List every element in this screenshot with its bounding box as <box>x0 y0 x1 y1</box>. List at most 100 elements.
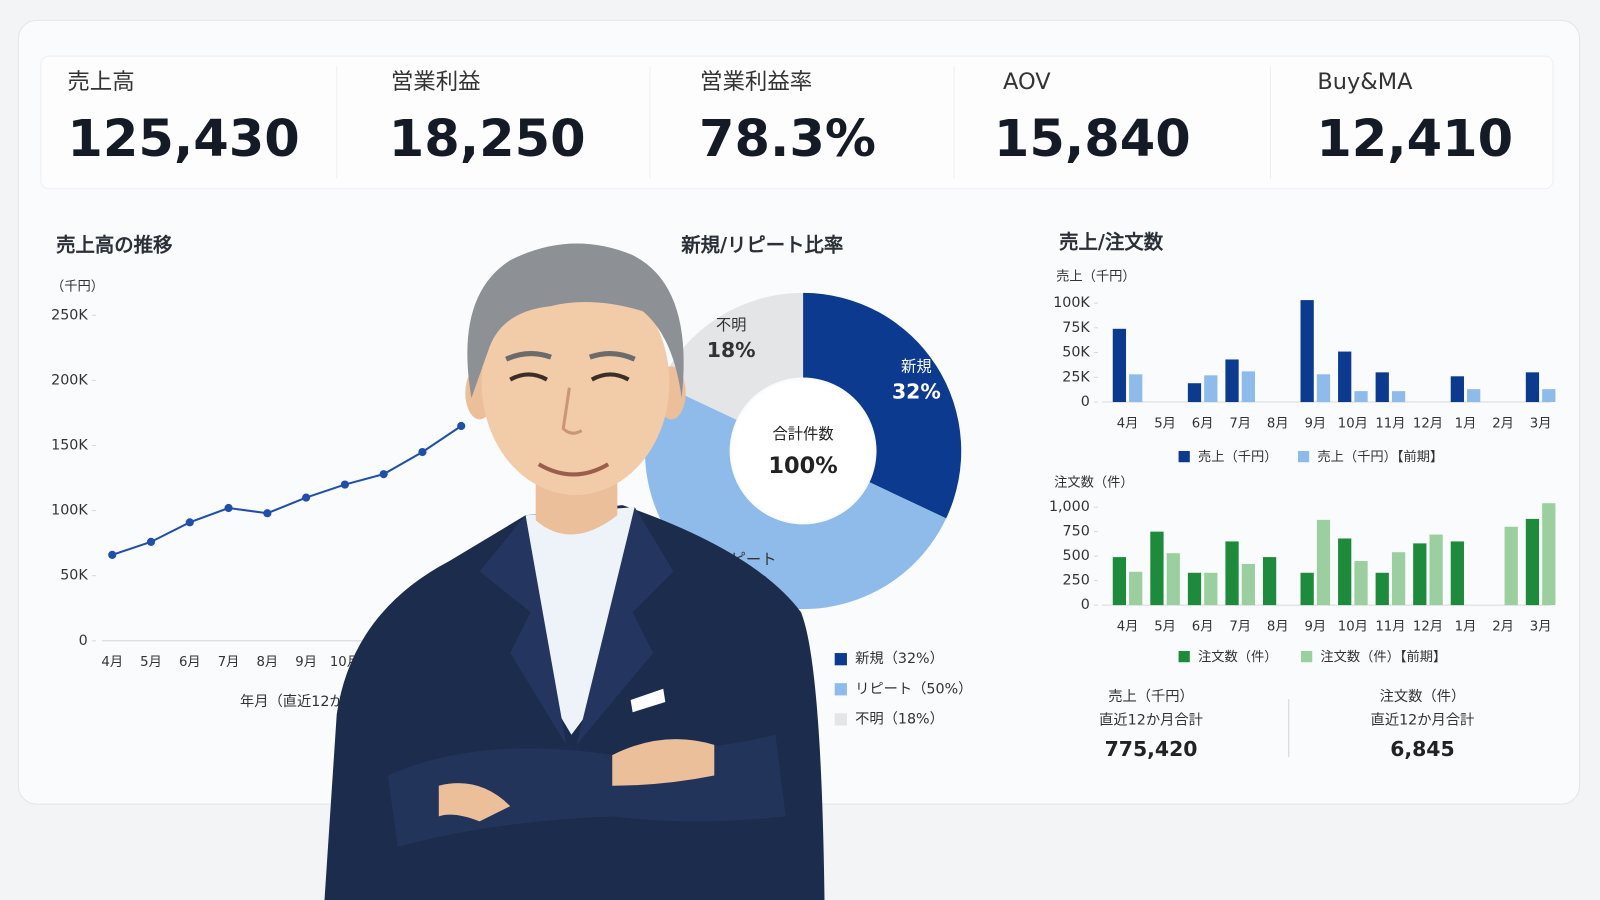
point <box>457 421 466 431</box>
legend-swatch <box>1178 451 1190 463</box>
y-tick-label: 100K <box>51 503 88 519</box>
bar <box>1354 561 1368 606</box>
segment-label: 不明 <box>716 316 747 334</box>
lapel <box>576 507 674 745</box>
legend-swatch <box>834 683 847 696</box>
brow <box>588 351 636 362</box>
bar <box>1204 375 1218 403</box>
x-tick-label: 5月 <box>1154 416 1176 431</box>
legend-label: 売上（千円） <box>1198 449 1278 465</box>
bar <box>1316 374 1331 403</box>
point <box>263 509 272 518</box>
y-tick-label: 50K <box>60 568 88 584</box>
face <box>481 270 670 495</box>
x-tick-label: 9月 <box>295 655 317 670</box>
x-tick-label: 2月 <box>1492 620 1514 635</box>
legend-swatch <box>1301 651 1313 663</box>
y-tick-label: 1,000 <box>1049 499 1090 515</box>
chart-title: 売上/注文数 <box>1059 230 1164 253</box>
y-tick-label: 0 <box>1081 597 1090 613</box>
kpi-value: 18,250 <box>389 110 586 169</box>
total-subtitle: 直近12か月合計 <box>1099 711 1203 728</box>
lapel <box>479 515 567 745</box>
bar <box>1316 519 1331 606</box>
kpi-label: Buy&MA <box>1317 69 1413 95</box>
chart-title: 売上高の推移 <box>56 233 173 256</box>
y-tick-label: 0 <box>79 633 88 649</box>
y-tick-label: 250 <box>1063 573 1090 589</box>
x-tick-label: 7月 <box>218 655 240 670</box>
donut-segment <box>803 292 962 519</box>
x-tick-label: 8月 <box>1267 416 1289 431</box>
x-tick-label: 6月 <box>179 655 201 670</box>
x-tick-label: 10月 <box>1338 416 1368 431</box>
y-tick-label: 750 <box>1063 524 1090 540</box>
bar <box>1413 543 1427 606</box>
point <box>302 493 311 502</box>
legend-swatch <box>834 653 847 666</box>
bar <box>1166 553 1180 606</box>
bar <box>1525 372 1540 403</box>
point <box>418 447 427 457</box>
x-tick-label: 6月 <box>1192 620 1214 635</box>
total-title: 売上（千円） <box>1108 688 1194 705</box>
legend-swatch <box>1297 451 1310 463</box>
bar <box>1391 391 1406 403</box>
bar <box>1112 557 1127 606</box>
x-tick-label: 4月 <box>1117 620 1139 635</box>
bar <box>1300 300 1314 403</box>
legend-label: 売上（千円）【前期】 <box>1317 448 1443 465</box>
bar <box>1129 374 1143 403</box>
kpi-value: 15,840 <box>994 110 1191 169</box>
y-tick-label: 250K <box>51 307 88 323</box>
legend-label: 注文数（件） <box>1198 649 1278 665</box>
x-tick-label: 3月 <box>1530 416 1552 431</box>
kpi-label: 売上高 <box>67 69 134 95</box>
kpi-value: 125,430 <box>67 110 299 169</box>
bar <box>1354 391 1368 403</box>
bar <box>1338 351 1352 403</box>
nose <box>561 387 583 435</box>
x-tick-label: 8月 <box>257 655 279 670</box>
chart-title: 新規/リピート比率 <box>680 233 843 256</box>
kpi-value: 78.3% <box>699 110 876 169</box>
bar <box>1187 572 1202 606</box>
hair <box>467 243 684 398</box>
charts: 売上高の推移（千円）年月（直近12か月）050K100K150K200K250K… <box>51 230 1556 727</box>
bar <box>1225 541 1239 606</box>
bar <box>1262 557 1277 606</box>
total-title: 注文数（件） <box>1380 688 1466 705</box>
y-tick-label: 100K <box>1053 295 1090 311</box>
hand <box>612 739 715 786</box>
bar <box>1450 376 1464 403</box>
bar <box>1429 534 1443 606</box>
x-tick-label: 10月 <box>1338 620 1368 635</box>
bar <box>1467 389 1481 403</box>
legend-label: 注文数（件）【前期】 <box>1320 648 1446 665</box>
x-tick-label: 4月 <box>1117 416 1139 431</box>
kpi-label: 営業利益率 <box>700 69 812 95</box>
eye <box>590 372 630 382</box>
bar <box>1375 372 1389 403</box>
x-tick-label: 12月 <box>1413 416 1443 431</box>
y-tick-label: 0 <box>1081 394 1090 410</box>
total-value: 775,420 <box>1105 737 1198 761</box>
x-tick-label: 7月 <box>1229 416 1251 431</box>
x-tick-label: 4月 <box>101 655 123 670</box>
bar <box>1542 389 1556 403</box>
point <box>185 518 194 527</box>
bar <box>1525 518 1540 606</box>
bar <box>1187 383 1202 403</box>
center-value: 100% <box>768 453 837 479</box>
point <box>340 480 349 489</box>
point <box>379 470 388 479</box>
point <box>108 550 117 559</box>
y-tick-label: 150K <box>51 438 88 454</box>
bar <box>1225 359 1239 403</box>
x-tick-label: 11月 <box>1375 620 1405 635</box>
segment-value: 32% <box>892 379 941 403</box>
pocket-square <box>630 688 666 713</box>
bar <box>1504 526 1518 606</box>
